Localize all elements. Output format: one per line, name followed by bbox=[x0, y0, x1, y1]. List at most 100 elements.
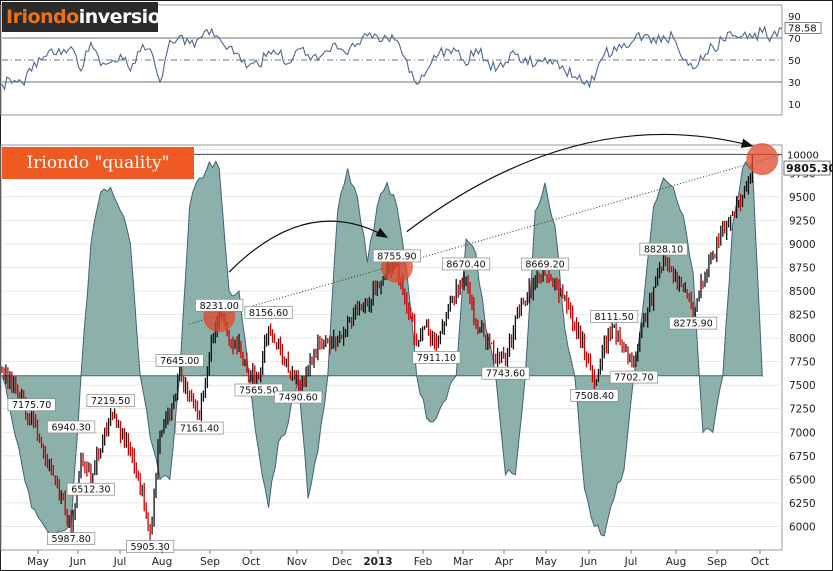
price-annotation: 7490.60 bbox=[274, 390, 323, 404]
price-tick-label: 7750 bbox=[789, 357, 816, 369]
rsi-line bbox=[1, 25, 782, 92]
annotation-label: 7508.40 bbox=[575, 391, 614, 402]
price-annotation: 8755.90 bbox=[372, 249, 421, 263]
annotation-box bbox=[481, 366, 530, 380]
time-tick-label: Aug bbox=[152, 556, 173, 568]
price-annotation: 8828.10 bbox=[639, 242, 688, 256]
time-tick-label: Dec bbox=[332, 556, 353, 568]
annotation-box bbox=[590, 310, 639, 323]
annotation-label: 5905.30 bbox=[130, 542, 169, 553]
rsi-tick-label: 70 bbox=[788, 34, 801, 45]
price-tick-label: 7000 bbox=[789, 427, 816, 439]
annotation-box bbox=[195, 298, 244, 312]
annotation-label: 8156.60 bbox=[249, 308, 288, 319]
brand-logo: Iriondo inversiones bbox=[2, 2, 197, 32]
time-tick-label: May bbox=[27, 556, 49, 568]
time-tick-label: Jul bbox=[624, 556, 638, 568]
rsi-gridlines bbox=[2, 37, 782, 83]
price-annotation: 8275.90 bbox=[669, 316, 718, 330]
annotation-label: 5987.80 bbox=[51, 534, 90, 545]
price-annotation: 6940.30 bbox=[47, 420, 96, 434]
time-axis: May Jun Jul Aug Sep Oct Nov Dec 2013 Feb Mar Apr May… bbox=[27, 550, 769, 568]
annotation-box bbox=[372, 249, 421, 263]
annotation-label: 8669.20 bbox=[525, 260, 564, 271]
annotation-box bbox=[86, 394, 135, 407]
time-tick-label: Sep bbox=[707, 556, 727, 568]
price-tick-label: 8750 bbox=[789, 262, 816, 274]
price-tick-label: 8250 bbox=[789, 310, 816, 322]
price-annotation: 8111.50 bbox=[590, 310, 639, 323]
annotation-box bbox=[274, 390, 323, 404]
rsi-tick-label: 90 bbox=[788, 12, 801, 23]
price-annotation: 7175.70 bbox=[7, 398, 56, 412]
price-annotation: 8670.40 bbox=[442, 257, 491, 271]
annotation-label: 8275.90 bbox=[673, 319, 712, 330]
time-tick-label: Nov bbox=[287, 556, 308, 568]
annotation-box bbox=[412, 351, 461, 364]
annotation-box bbox=[66, 482, 115, 496]
price-tick-label: 9000 bbox=[789, 239, 816, 251]
price-annotation: 7911.10 bbox=[412, 351, 461, 364]
annotation-label: 6940.30 bbox=[51, 422, 90, 433]
time-tick-label: Feb bbox=[414, 556, 433, 568]
highlight-marker bbox=[746, 143, 779, 176]
annotation-box bbox=[7, 398, 56, 412]
price-annotation: 7702.70 bbox=[609, 370, 658, 384]
price-tick-label: 6750 bbox=[789, 451, 816, 463]
rsi-tick-label: 30 bbox=[788, 78, 801, 89]
annotation-box bbox=[609, 370, 658, 384]
rsi-last-value-box bbox=[784, 22, 822, 34]
annotation-box bbox=[520, 257, 570, 271]
annotation-label: 6512.30 bbox=[71, 485, 110, 496]
annotation-box bbox=[155, 354, 204, 367]
price-annotation: 7645.00 bbox=[155, 354, 204, 367]
price-tick-label: 7250 bbox=[789, 404, 816, 416]
rsi-line-layer bbox=[1, 25, 782, 92]
annotation-box bbox=[669, 316, 718, 330]
time-tick-label: Sep bbox=[200, 556, 220, 568]
price-annotation: 7219.50 bbox=[86, 394, 135, 407]
price-axis: 9750950092509000875085008250800077507500… bbox=[783, 150, 833, 533]
quality-label: Iriondo "quality" bbox=[2, 147, 194, 179]
brand-logo-part2: inversiones bbox=[78, 6, 197, 28]
annotation-box bbox=[47, 532, 96, 545]
price-annotation: 7161.40 bbox=[175, 421, 224, 435]
trend-arrow bbox=[228, 220, 389, 273]
annotation-label: 8828.10 bbox=[644, 245, 683, 256]
annotation-label: 7161.40 bbox=[180, 424, 219, 435]
price-last-value: 9805.30 bbox=[786, 162, 833, 175]
annotation-label: 7702.70 bbox=[614, 373, 653, 384]
annotation-box bbox=[442, 257, 491, 271]
annotation-label: 7743.60 bbox=[486, 369, 525, 380]
price-annotation: 5905.30 bbox=[126, 540, 175, 553]
time-tick-label: 2013 bbox=[363, 556, 392, 568]
price-tick-label: 7500 bbox=[789, 380, 816, 392]
rsi-axis: 90 70 50 30 10 78.58 bbox=[784, 12, 822, 111]
time-tick-label: Oct bbox=[242, 556, 260, 568]
annotation-label: 8670.40 bbox=[446, 259, 485, 270]
time-tick-label: Oct bbox=[751, 556, 769, 568]
trend-arrow bbox=[406, 133, 754, 233]
annotation-box bbox=[47, 420, 96, 434]
annotation-box bbox=[639, 242, 688, 256]
annotation-label: 7490.60 bbox=[279, 393, 318, 404]
price-tick-label: 8500 bbox=[789, 286, 816, 298]
price-annotation: 8156.60 bbox=[244, 305, 293, 319]
price-tick-label: 6250 bbox=[789, 498, 816, 510]
time-tick-label: Aug bbox=[666, 556, 687, 568]
time-tick-label: May bbox=[535, 556, 557, 568]
time-tick-label: Jul bbox=[113, 556, 127, 568]
annotation-box bbox=[570, 389, 619, 402]
rsi-tick-label: 10 bbox=[788, 100, 801, 111]
price-annotation: 5987.80 bbox=[47, 532, 96, 545]
time-tick-label: Jun bbox=[580, 556, 597, 568]
price-tick-label: 6500 bbox=[789, 474, 816, 486]
price-annotation: 7508.40 bbox=[570, 389, 619, 402]
price-tick-label: 9500 bbox=[789, 192, 816, 204]
annotation-layer: 7175.70 6940.30 6512.30 5987.80 7219.50 5905.… bbox=[7, 133, 783, 553]
annotation-label: 8231.00 bbox=[200, 301, 239, 312]
price-tick-label: 9250 bbox=[789, 215, 816, 227]
annotation-label: 7911.10 bbox=[417, 353, 456, 364]
quality-area bbox=[1, 160, 763, 537]
